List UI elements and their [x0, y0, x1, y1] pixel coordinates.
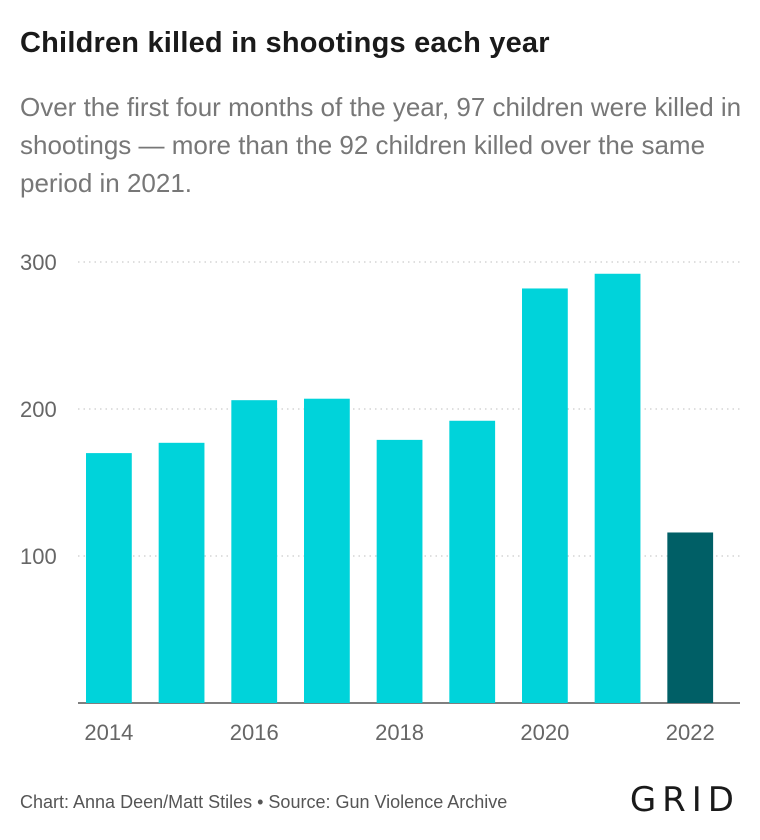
- grid-logo: GRID: [629, 780, 740, 820]
- x-tick-label: 2016: [230, 720, 279, 745]
- x-tick-label: 2014: [84, 720, 133, 745]
- bar-2017: [304, 398, 350, 703]
- bar-2014: [86, 453, 132, 703]
- x-tick-label: 2022: [666, 720, 715, 745]
- x-tick-label: 2020: [520, 720, 569, 745]
- bars: [86, 273, 714, 703]
- bar-2019: [449, 420, 496, 703]
- bar-2018: [376, 439, 423, 703]
- bar-2022: [667, 532, 714, 703]
- y-tick-label: 300: [20, 250, 57, 275]
- x-tick-label: 2018: [375, 720, 424, 745]
- chart-title: Children killed in shootings each year: [20, 27, 550, 59]
- bar-2015: [158, 442, 205, 703]
- bar-2021: [594, 273, 641, 703]
- bar-chart: 100 200 300 2014 2016 2018 2020 2022: [20, 250, 740, 745]
- bar-2016: [231, 400, 278, 703]
- y-tick-label: 200: [20, 397, 57, 422]
- y-tick-label: 100: [20, 544, 57, 569]
- axis-labels: 100 200 300 2014 2016 2018 2020 2022: [20, 250, 715, 745]
- bar-2020: [522, 288, 568, 703]
- chart-subtitle: Over the first four months of the year, …: [20, 92, 742, 198]
- chart-credit: Chart: Anna Deen/Matt Stiles • Source: G…: [20, 792, 508, 812]
